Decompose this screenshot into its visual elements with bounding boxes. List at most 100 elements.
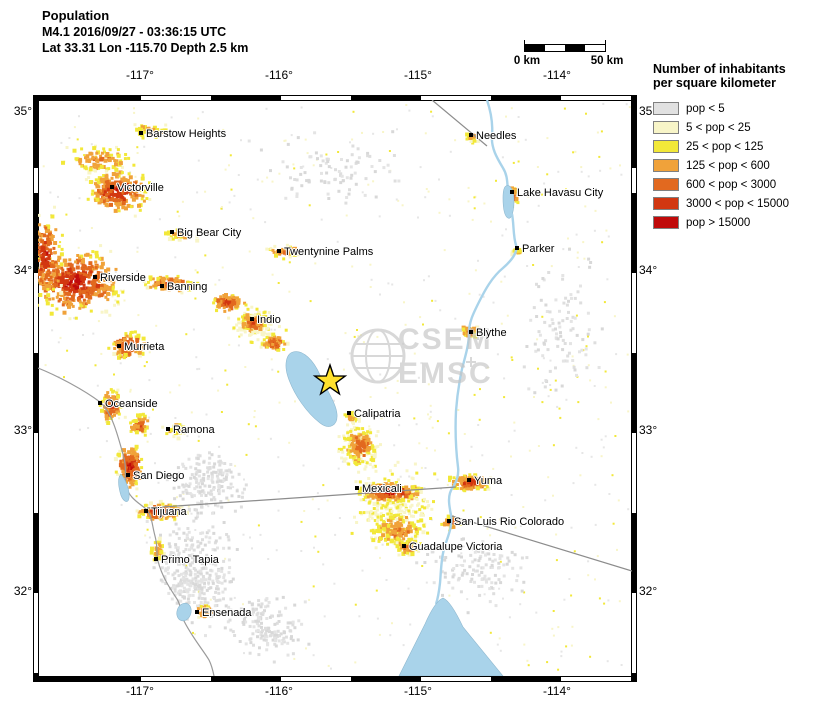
city-label: Banning [167,281,207,293]
legend-label: 5 < pop < 25 [686,121,751,134]
legend-label: pop < 5 [686,102,725,115]
city-marker [166,427,170,431]
city-marker [277,249,281,253]
city-label: Riverside [100,272,146,284]
city-label: San Diego [133,470,184,482]
city-murrieta: Murrieta [117,340,166,354]
city-marker [195,610,199,614]
legend-item: 3000 < pop < 15000 [653,194,819,213]
lon-tick-label-bottom: -117° [126,684,154,698]
city-mexicali: Mexicali [355,482,403,496]
city-label: Mexicali [362,483,402,495]
city-label: Victorville [117,182,164,194]
watermark-emsc-text: EMSC [398,357,493,390]
city-marker [355,486,359,490]
population-legend: Number of inhabitants per square kilomet… [653,62,819,232]
city-label: Indio [257,314,281,326]
frame-band-left [33,95,39,682]
city-marker [469,330,473,334]
city-marker [469,133,473,137]
legend-swatch [653,197,679,210]
legend-title-line2: per square kilometer [653,76,776,90]
colorado-river-lower [434,213,518,605]
city-riverside: Riverside [93,271,147,285]
city-marker [515,246,519,250]
city-label: Guadalupe Victoria [409,541,503,553]
city-victorville: Victorville [110,181,165,195]
city-marker [93,275,97,279]
legend-item: 125 < pop < 600 [653,156,819,175]
city-label: Oceanside [105,398,158,410]
lat-tick-label-right: 34° [639,263,658,277]
city-primo-tapia: Primo Tapia [154,553,221,567]
legend-item: 600 < pop < 3000 [653,175,819,194]
city-twentynine-palms: Twentynine Palms [277,245,375,259]
lat-tick-label-right: 35° [639,104,658,118]
scale-max-label: 50 km [590,55,624,67]
city-label: Ensenada [202,607,252,619]
colorado-river-upper [485,100,510,191]
city-lake-havasu-city: Lake Havasu City [510,186,605,200]
city-label: Murrieta [124,341,165,353]
city-barstow-heights: Barstow Heights [139,127,228,141]
scale-bar-graphic [524,44,606,52]
map-scale-bar: 0 km 50 km [514,40,623,72]
city-label: Lake Havasu City [517,187,604,199]
city-yuma: Yuma [467,474,504,488]
city-marker [510,190,514,194]
city-calipatria: Calipatria [347,407,402,421]
city-marker [402,544,406,548]
city-marker [347,411,351,415]
watermark-plus-marks [466,328,484,367]
lat-tick-label-right: 32° [639,584,658,598]
legend-label: 600 < pop < 3000 [686,178,777,191]
legend-item: pop > 15000 [653,213,819,232]
lon-tick-label-top: -116° [265,68,293,82]
city-marker [117,344,121,348]
map-canvas: CSEM EMSC Barstow Heights Needles Victorvi… [38,100,632,676]
map-title: Population [42,8,110,23]
city-needles: Needles [469,129,518,143]
map-header: Population M4.1 2016/09/27 - 03:36:15 UT… [42,8,248,56]
pacific-coastline [38,367,215,676]
legend-label: pop > 15000 [686,216,751,229]
legend-swatch [653,216,679,229]
city-blythe: Blythe [469,326,508,340]
frame-band-right [631,95,637,682]
legend-title-line1: Number of inhabitants [653,62,786,76]
city-oceanside: Oceanside [98,397,159,411]
lat-tick-label-left: 34° [13,263,32,277]
lon-tick-label-top: -114° [543,68,571,82]
city-marker [160,284,164,288]
city-marker [154,557,158,561]
city-label: Parker [522,243,555,255]
scale-tick-max [605,40,606,45]
legend-label: 3000 < pop < 15000 [686,197,789,210]
city-marker [467,478,471,482]
us-mexico-border [146,486,457,509]
legend-item: 25 < pop < 125 [653,137,819,156]
city-label: Needles [476,130,517,142]
city-guadalupe-victoria: Guadalupe Victoria [402,540,504,554]
watermark-csem-text: CSEM [398,323,493,356]
emsc-watermark: CSEM EMSC [350,323,493,390]
lat-tick-label-right: 33° [639,423,658,437]
city-banning: Banning [160,280,208,294]
city-marker [250,317,254,321]
epicenter-star [312,362,348,396]
city-marker [170,230,174,234]
city-label: San Luis Rio Colorado [454,516,564,528]
city-label: Tijuana [151,506,188,518]
legend-swatch [653,121,679,134]
legend-swatch [653,178,679,191]
legend-label: 25 < pop < 125 [686,140,764,153]
city-parker: Parker [515,242,556,256]
city-san-luis-rio-colorado: San Luis Rio Colorado [447,515,565,529]
city-ramona: Ramona [166,423,216,437]
legend-label: 125 < pop < 600 [686,159,770,172]
arizona-sonora-border [451,515,632,572]
city-marker [98,401,102,405]
lat-tick-label-left: 33° [13,423,32,437]
legend-item: pop < 5 [653,99,819,118]
scale-zero-label: 0 km [513,55,541,67]
